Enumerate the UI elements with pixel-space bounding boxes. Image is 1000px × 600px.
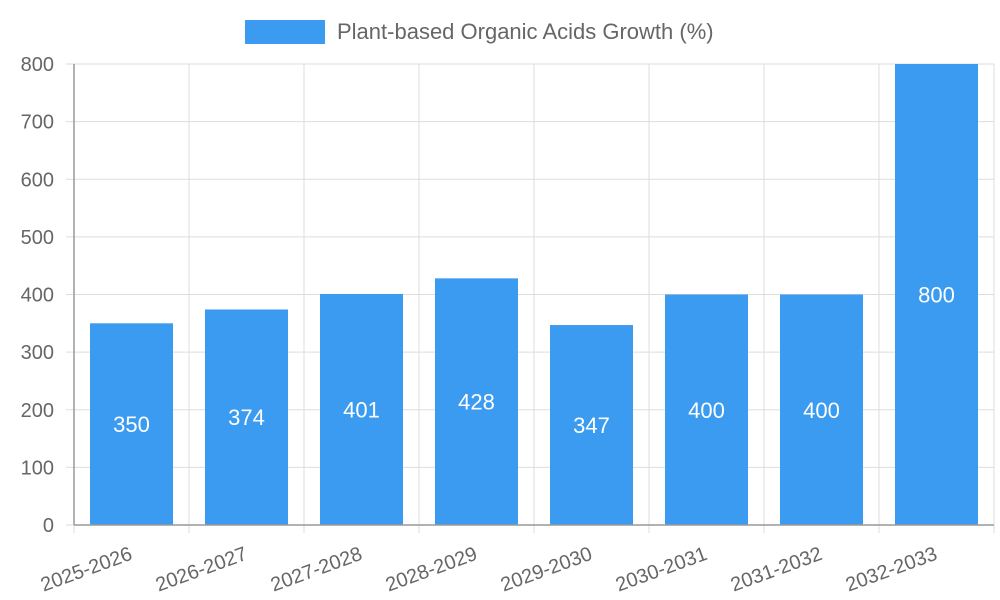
y-tick-label: 200 (21, 400, 54, 422)
data-label: 347 (573, 413, 610, 438)
data-label: 374 (228, 405, 265, 430)
x-tick-label: 2028-2029 (383, 543, 480, 596)
data-labels: 350 374 401 428 347 400 400 800 (113, 283, 955, 439)
x-tick-label: 2032-2033 (843, 543, 940, 596)
legend[interactable]: Plant-based Organic Acids Growth (%) (245, 19, 714, 44)
x-tick-label: 2025-2026 (38, 543, 135, 596)
y-tick-label: 600 (21, 169, 54, 191)
bar[interactable] (665, 294, 748, 526)
x-tick-label: 2027-2028 (268, 543, 365, 596)
x-tick-label: 2031-2032 (728, 543, 825, 596)
bar[interactable] (435, 278, 518, 525)
data-label: 401 (343, 397, 380, 422)
y-tick-label: 400 (21, 285, 54, 307)
bar[interactable] (895, 64, 978, 525)
data-label: 350 (113, 412, 150, 437)
grid-lines (66, 63, 995, 533)
x-tick-labels: 2025-2026 2026-2027 2027-2028 2028-2029 2029… (38, 543, 940, 596)
bars (90, 64, 978, 525)
bar[interactable] (780, 294, 863, 526)
x-tick-label: 2030-2031 (613, 543, 710, 596)
x-tick-label: 2029-2030 (498, 543, 595, 596)
data-label: 400 (803, 398, 840, 423)
data-label: 428 (458, 390, 495, 415)
axes (73, 64, 994, 526)
y-tick-label: 300 (21, 342, 54, 364)
bar[interactable] (90, 323, 173, 525)
y-tick-label: 700 (21, 112, 54, 134)
x-tick-label: 2026-2027 (153, 543, 250, 596)
bar[interactable] (205, 309, 288, 525)
legend-swatch (245, 20, 325, 44)
legend-label: Plant-based Organic Acids Growth (%) (337, 19, 714, 44)
bar[interactable] (550, 325, 633, 525)
data-label: 800 (918, 283, 955, 308)
bar[interactable] (320, 293, 403, 525)
y-tick-label: 500 (21, 227, 54, 249)
data-label: 400 (688, 398, 725, 423)
y-tick-label: 800 (21, 54, 54, 76)
y-tick-label: 100 (21, 457, 54, 479)
y-tick-labels: 0 100 200 300 400 500 600 700 800 (21, 54, 54, 537)
y-tick-label: 0 (43, 515, 54, 537)
